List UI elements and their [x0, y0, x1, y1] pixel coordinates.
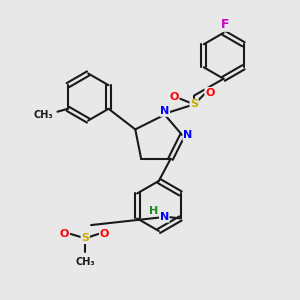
Text: H: H: [149, 206, 159, 215]
Text: N: N: [183, 130, 192, 140]
Text: O: O: [205, 88, 214, 98]
Text: N: N: [160, 212, 169, 222]
Text: F: F: [221, 18, 229, 31]
Text: S: S: [81, 233, 89, 243]
Text: O: O: [60, 229, 69, 239]
Text: CH₃: CH₃: [75, 257, 95, 268]
Text: O: O: [169, 92, 179, 102]
Text: S: S: [190, 99, 198, 110]
Text: N: N: [160, 106, 169, 116]
Text: CH₃: CH₃: [33, 110, 53, 120]
Text: O: O: [100, 229, 109, 239]
